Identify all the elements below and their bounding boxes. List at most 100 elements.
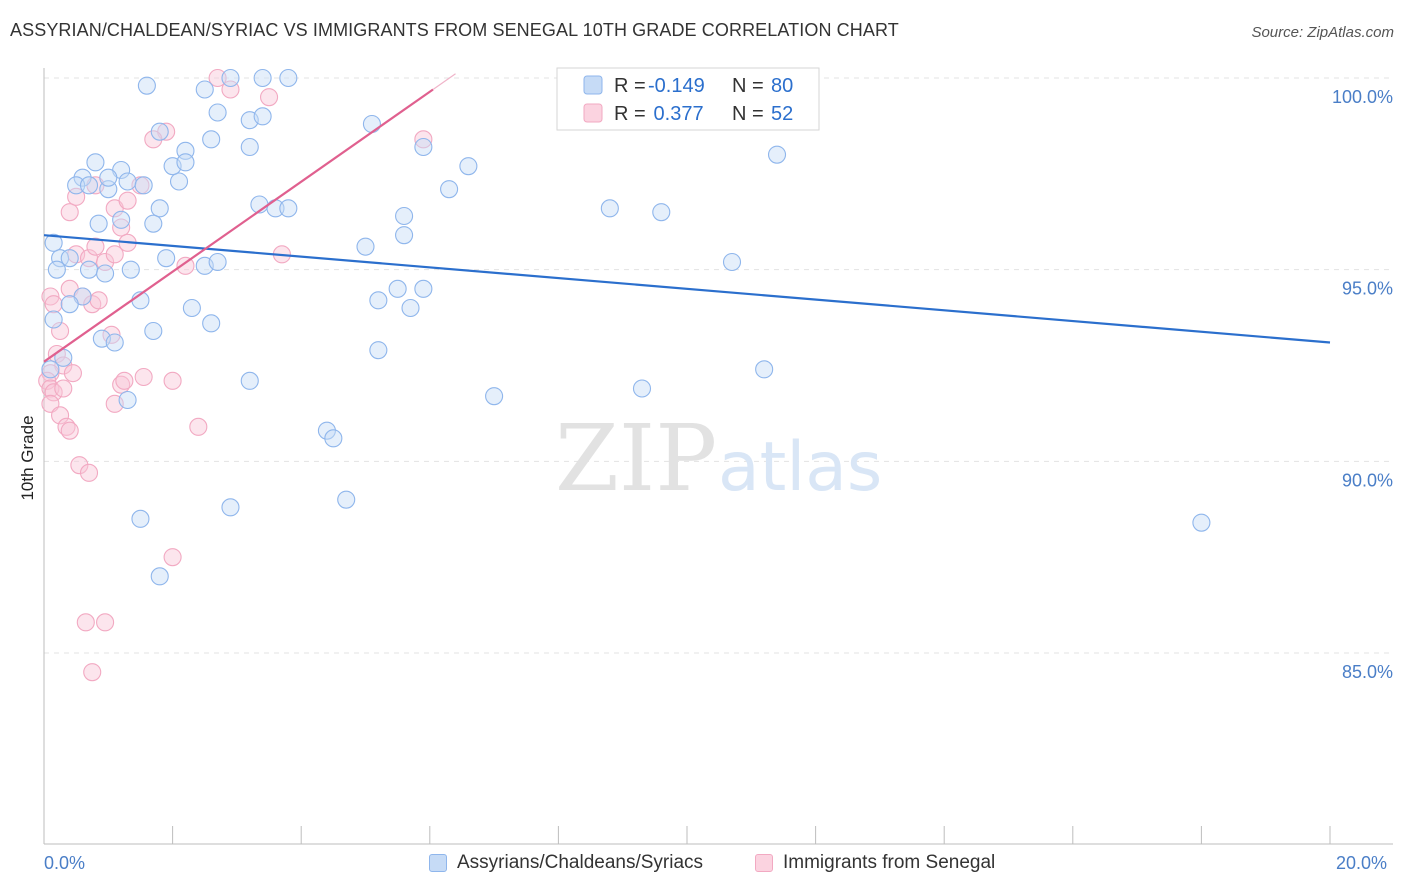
scatter-point-assyrian — [169, 172, 189, 191]
scatter-point-assyrian — [182, 298, 201, 318]
scatter-point-senegal — [44, 295, 63, 314]
scatter-point-assyrian — [96, 264, 115, 283]
scatter-point-assyrian — [240, 371, 259, 390]
scatter-point-assyrian — [767, 145, 787, 164]
watermark-zip: ZIP — [555, 405, 717, 512]
legend-item-assyrian[interactable]: Assyrians/Chaldeans/Syriacs — [429, 852, 703, 874]
scatter-point-senegal — [76, 613, 95, 632]
scatter-point-assyrian — [632, 379, 652, 398]
series-assyrian-points — [41, 68, 1211, 586]
scatter-point-assyrian — [60, 249, 79, 268]
scatter-point-assyrian — [150, 122, 169, 141]
scatter-point-assyrian — [79, 260, 99, 279]
scatter-point-assyrian — [195, 80, 214, 99]
scatter-point-assyrian — [121, 260, 140, 279]
legend-label-senegal: Immigrants from Senegal — [783, 852, 996, 873]
scatter-point-assyrian — [47, 260, 66, 279]
scatter-point-assyrian — [1192, 513, 1211, 532]
scatter-point-assyrian — [414, 137, 433, 157]
scatter-point-senegal — [189, 417, 208, 436]
scatter-point-senegal — [44, 383, 63, 402]
scatter-point-assyrian — [369, 291, 388, 310]
legend-r-label-2: R = — [614, 103, 646, 125]
scatter-point-assyrian — [118, 172, 137, 191]
legend-r-value-2: 0.377 — [648, 103, 704, 125]
scatter-point-assyrian — [388, 279, 407, 298]
x-axis-ticks — [172, 826, 1331, 844]
scatter-point-assyrian — [99, 168, 118, 187]
scatter-point-senegal — [60, 203, 79, 222]
scatter-point-assyrian — [337, 490, 356, 509]
scatter-point-senegal — [79, 463, 99, 482]
scatter-point-assyrian — [134, 176, 153, 195]
scatter-point-assyrian — [44, 233, 63, 252]
scatter-point-assyrian — [221, 68, 240, 88]
scatter-point-assyrian — [150, 567, 169, 586]
scatter-point-assyrian — [279, 68, 298, 88]
scatter-point-assyrian — [440, 180, 459, 199]
scatter-point-senegal — [86, 237, 105, 256]
scatter-point-assyrian — [112, 210, 131, 229]
scatter-point-assyrian — [79, 176, 99, 195]
legend-item-senegal[interactable]: Immigrants from Senegal — [755, 852, 995, 874]
scatter-point-senegal — [163, 548, 182, 567]
scatter-point-senegal — [134, 367, 153, 387]
source-label: Source: ZipAtlas.com — [1251, 24, 1394, 41]
legend-n-value-1: 80 — [771, 75, 793, 97]
scatter-point-assyrian — [356, 237, 375, 256]
legend-n-label-2: N = — [732, 103, 764, 125]
scatter-point-assyrian — [253, 68, 272, 88]
scatter-point-assyrian — [105, 333, 124, 352]
scatter-point-senegal — [115, 371, 134, 390]
legend-label-assyrian: Assyrians/Chaldeans/Syriacs — [457, 852, 704, 873]
scatter-point-senegal — [259, 88, 279, 107]
scatter-point-assyrian — [89, 214, 108, 233]
scatter-point-assyrian — [137, 76, 156, 95]
scatter-point-assyrian — [150, 199, 169, 218]
legend-n-label-1: N = — [732, 75, 764, 97]
scatter-point-senegal — [144, 130, 163, 149]
scatter-point-senegal — [70, 456, 89, 475]
y-axis-label: 10th Grade — [18, 415, 37, 500]
scatter-point-senegal — [89, 291, 108, 310]
scatter-point-assyrian — [67, 176, 86, 195]
scatter-point-assyrian — [157, 249, 176, 268]
scatter-point-assyrian — [652, 203, 671, 222]
scatter-point-senegal — [112, 218, 131, 237]
scatter-point-assyrian — [144, 321, 163, 341]
scatter-point-assyrian — [369, 341, 388, 360]
scatter-point-assyrian — [208, 103, 227, 122]
scatter-point-assyrian — [86, 153, 105, 172]
gridlines — [44, 77, 1393, 654]
stats-legend: R = -0.149 N = 80 R = 0.377 N = 52 — [556, 67, 820, 131]
y-axis-tick-labels: 85.0% 90.0% 95.0% 100.0% — [1332, 87, 1393, 682]
scatter-point-senegal — [83, 663, 102, 682]
y-tick-label: 85.0% — [1342, 662, 1393, 682]
y-tick-label: 90.0% — [1342, 470, 1393, 490]
scatter-point-assyrian — [395, 226, 414, 245]
stats-legend-swatch-pink — [583, 103, 603, 123]
scatter-point-assyrian — [208, 252, 227, 272]
scatter-point-senegal — [118, 191, 137, 210]
scatter-point-assyrian — [118, 390, 137, 410]
scatter-point-assyrian — [317, 421, 336, 440]
scatter-point-assyrian — [324, 429, 343, 448]
legend-r-value-1: -0.149 — [648, 75, 705, 97]
scatter-point-assyrian — [414, 279, 433, 298]
scatter-point-assyrian — [755, 360, 774, 379]
scatter-point-assyrian — [41, 360, 60, 379]
scatter-point-assyrian — [253, 107, 272, 126]
scatter-point-assyrian — [202, 130, 221, 149]
scatter-point-assyrian — [73, 168, 92, 187]
scatter-point-assyrian — [221, 498, 240, 517]
bottom-legend: Assyrians/Chaldeans/Syriacs Immigrants f… — [0, 852, 1406, 878]
scatter-point-assyrian — [60, 295, 79, 314]
scatter-point-assyrian — [44, 310, 63, 329]
x-tick-label-min: 0.0% — [44, 853, 85, 873]
scatter-point-assyrian — [395, 206, 414, 226]
scatter-point-assyrian — [459, 157, 478, 176]
scatter-point-assyrian — [131, 509, 150, 528]
scatter-point-senegal — [105, 245, 124, 264]
legend-n-value-2: 52 — [771, 103, 793, 125]
